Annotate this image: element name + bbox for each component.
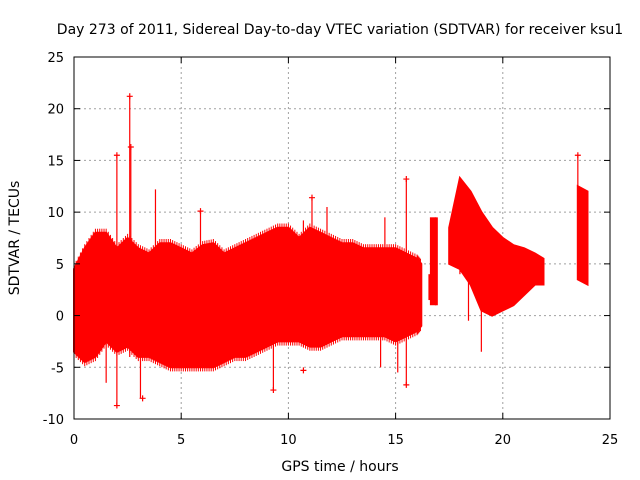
data-band-segment — [576, 184, 589, 287]
x-tick-label: 0 — [70, 433, 78, 448]
y-tick-label: 5 — [56, 258, 64, 273]
axis-ticks: 0 5 10 15 20 25 -10 -5 0 5 10 15 20 25 — [43, 51, 619, 448]
y-axis-label: SDTVAR / TECUs — [7, 181, 23, 296]
data-point — [403, 176, 410, 183]
data-point — [197, 208, 204, 215]
chart-title: Day 273 of 2011, Sidereal Day-to-day VTE… — [57, 22, 623, 38]
y-tick-label: 0 — [56, 310, 64, 325]
y-tick-label: -10 — [43, 413, 64, 428]
data-point — [126, 93, 133, 100]
data-point — [574, 152, 581, 159]
data-point — [300, 367, 307, 374]
plot-frame — [73, 56, 611, 420]
plot-area — [73, 93, 589, 409]
x-tick-label: 5 — [177, 433, 185, 448]
x-tick-label: 10 — [280, 433, 297, 448]
data-band-segment — [448, 175, 545, 317]
data-point — [113, 402, 120, 409]
data-band-segment — [429, 217, 437, 306]
x-axis-label: GPS time / hours — [281, 459, 398, 475]
x-tick-label: 15 — [387, 433, 404, 448]
data-point — [308, 194, 315, 201]
y-tick-label: 25 — [47, 51, 64, 66]
y-tick-label: 10 — [47, 206, 64, 221]
y-tick-label: -5 — [51, 361, 64, 376]
data-point — [270, 387, 277, 394]
y-tick-label: 20 — [47, 103, 64, 118]
data-point — [139, 395, 146, 402]
data-point — [403, 381, 410, 388]
data-point — [127, 143, 134, 150]
x-tick-label: 25 — [602, 433, 619, 448]
x-tick-label: 20 — [495, 433, 512, 448]
y-tick-label: 15 — [47, 154, 64, 169]
data-point — [113, 152, 120, 159]
